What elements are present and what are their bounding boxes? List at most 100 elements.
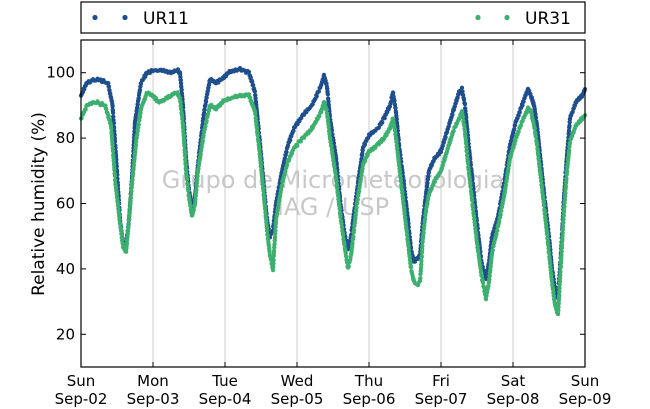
data-point-ur31: [131, 163, 136, 168]
data-point-ur31: [545, 232, 550, 238]
data-point-ur31: [279, 183, 285, 188]
data-point-ur11: [426, 174, 431, 179]
data-point-ur31: [127, 210, 132, 215]
data-point-ur31: [138, 111, 143, 116]
data-point-ur31: [470, 198, 475, 203]
data-point-ur31: [133, 150, 138, 155]
data-point-ur31: [254, 121, 259, 126]
data-point-ur11: [106, 84, 112, 89]
data-point-ur31: [560, 242, 565, 247]
data-point-ur31: [135, 132, 140, 137]
data-point-ur31: [354, 209, 359, 214]
data-point-ur31: [326, 125, 331, 130]
data-point-ur31: [556, 308, 561, 313]
data-point-ur31: [393, 131, 398, 136]
data-point-ur31: [128, 195, 133, 200]
x-tick-label-day: Thu: [354, 372, 383, 390]
data-point-ur31: [179, 106, 184, 112]
data-point-ur31: [184, 171, 189, 176]
data-point-ur31: [261, 188, 266, 193]
legend-marker-ur11-b: [122, 14, 128, 21]
data-point-ur31: [182, 150, 187, 155]
data-point-ur31: [479, 269, 484, 274]
data-point-ur31: [421, 226, 426, 231]
data-point-ur31: [486, 283, 491, 289]
data-point-ur31: [556, 301, 561, 306]
data-point-ur31: [466, 168, 471, 173]
data-point-ur31: [420, 243, 425, 248]
data-point-ur11: [138, 81, 144, 86]
data-point-ur31: [183, 153, 188, 158]
data-point-ur31: [487, 274, 492, 279]
data-point-ur11: [111, 114, 116, 119]
data-point-ur31: [563, 194, 568, 199]
data-point-ur11: [462, 97, 467, 103]
data-point-ur11: [201, 116, 206, 121]
data-point-ur31: [465, 161, 471, 166]
data-point-ur31: [342, 242, 347, 247]
data-point-ur31: [557, 289, 562, 294]
data-point-ur11: [360, 151, 365, 156]
data-point-ur31: [350, 241, 355, 246]
data-point-ur31: [391, 116, 396, 121]
data-point-ur31: [127, 217, 132, 222]
data-point-ur31: [199, 144, 204, 149]
data-point-ur31: [565, 161, 570, 166]
data-point-ur11: [135, 105, 140, 110]
data-point-ur31: [498, 212, 503, 217]
data-point-ur11: [450, 112, 455, 117]
data-point-ur31: [260, 175, 265, 180]
data-point-ur31: [255, 133, 260, 138]
data-point-ur31: [463, 131, 468, 136]
legend-label-ur11: UR11: [143, 9, 189, 29]
data-point-ur31: [537, 164, 542, 169]
data-point-ur31: [532, 126, 537, 131]
data-point-ur31: [464, 149, 469, 154]
data-point-ur11: [285, 143, 291, 148]
data-point-ur31: [512, 141, 517, 146]
data-point-ur31: [394, 139, 399, 144]
data-point-ur31: [543, 218, 548, 223]
data-point-ur31: [272, 234, 278, 240]
data-point-ur11: [253, 96, 258, 101]
data-point-ur31: [322, 101, 327, 106]
data-point-ur31: [117, 214, 122, 219]
data-point-ur31: [319, 109, 324, 114]
data-point-ur31: [358, 176, 364, 181]
data-point-ur31: [258, 160, 263, 165]
data-point-ur11: [201, 111, 207, 116]
data-point-ur31: [279, 187, 284, 192]
data-point-ur31: [352, 227, 357, 233]
data-point-ur31: [538, 172, 543, 177]
legend: UR11 UR31: [80, 1, 586, 34]
data-point-ur31: [538, 175, 544, 180]
data-point-ur31: [559, 252, 564, 257]
data-point-ur31: [258, 157, 263, 162]
x-tick-label-date: Sep-05: [271, 390, 324, 408]
data-point-ur31: [116, 203, 121, 208]
data-point-ur31: [546, 243, 551, 248]
data-point-ur31: [200, 139, 205, 144]
data-point-ur31: [336, 197, 341, 202]
vertical-gridlines: [152, 40, 514, 367]
data-point-ur31: [451, 129, 456, 134]
data-point-ur31: [506, 166, 511, 171]
data-point-ur31: [473, 223, 478, 228]
data-point-ur11: [288, 138, 293, 143]
data-point-ur31: [181, 126, 186, 131]
data-point-ur31: [285, 163, 290, 168]
data-point-ur31: [341, 233, 346, 238]
data-point-ur31: [465, 153, 470, 158]
data-point-ur11: [443, 135, 448, 140]
data-point-ur11: [332, 144, 337, 150]
data-point-ur11: [394, 117, 399, 122]
data-point-ur31: [394, 143, 399, 148]
data-point-ur11: [533, 111, 538, 117]
data-point-ur31: [460, 115, 466, 120]
data-point-ur31: [408, 265, 414, 270]
data-point-ur31: [198, 152, 203, 157]
data-point-ur31: [128, 198, 133, 203]
data-point-ur31: [479, 273, 484, 279]
data-point-ur31: [109, 123, 114, 128]
y-tick-label: 60: [56, 195, 75, 213]
